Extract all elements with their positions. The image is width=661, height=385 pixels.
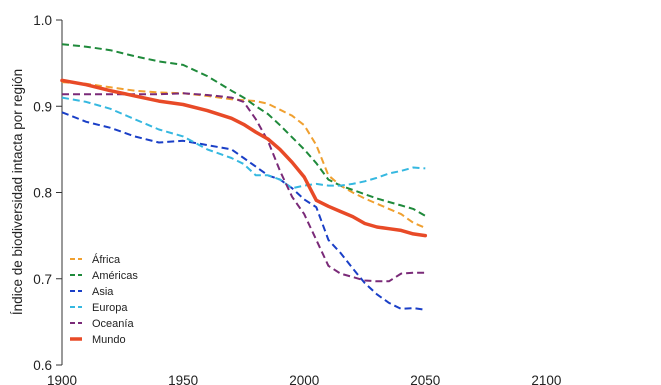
- chart-legend: África Américas Asia Europa Oceanía Mundo: [70, 253, 138, 346]
- series-line-europa: [61, 96, 426, 190]
- y-tick-label: 1.0: [33, 13, 52, 28]
- y-tick-label: 0.9: [33, 99, 52, 114]
- series-line-oceania: [62, 92, 426, 283]
- legend-label: África: [92, 253, 121, 266]
- y-tick-label: 0.7: [33, 272, 52, 287]
- x-tick-label: 2000: [289, 373, 319, 385]
- x-tick-label: 1900: [47, 373, 77, 385]
- y-tick-label: 0.6: [33, 358, 52, 373]
- x-tick-label: 1950: [168, 373, 198, 385]
- x-tick-label: 2100: [531, 373, 561, 385]
- chart-axes: 0.6 0.7 0.8 0.9 1.0 1900 1950 2000 2050 2100: [33, 13, 561, 385]
- legend-label: Oceanía: [92, 318, 134, 330]
- series-line-americas: [61, 43, 426, 217]
- chart-series: [60, 43, 428, 311]
- y-tick-label: 0.8: [33, 186, 52, 201]
- legend-label: Europa: [92, 302, 128, 314]
- series-line-mundo: [60, 78, 428, 238]
- y-axis-title: Índice de biodiversidad intacta por regi…: [10, 69, 25, 315]
- series-line-africa: [61, 81, 426, 229]
- legend-label: Américas: [92, 270, 138, 282]
- series-line-asia: [61, 111, 426, 311]
- legend-label: Mundo: [92, 334, 126, 346]
- x-tick-label: 2050: [410, 373, 440, 385]
- legend-label: Asia: [92, 286, 114, 298]
